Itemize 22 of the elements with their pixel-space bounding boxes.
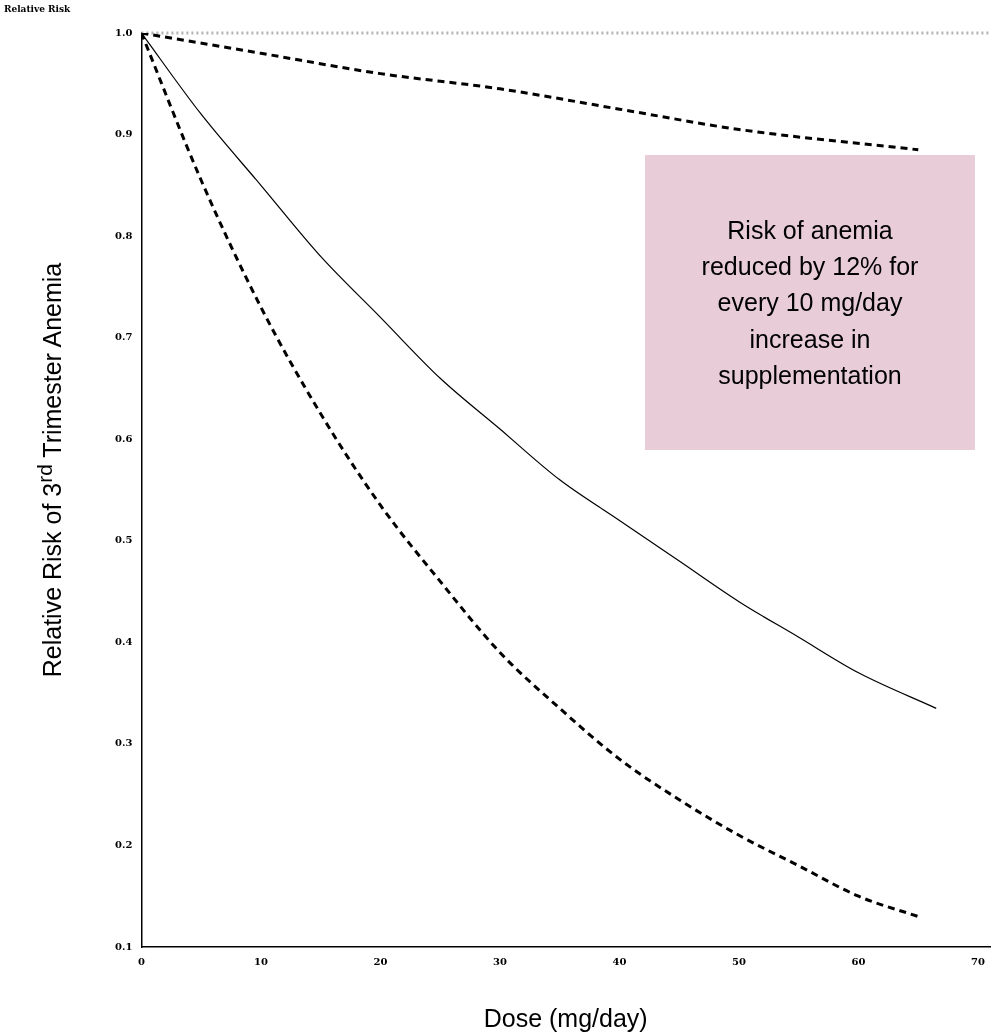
x-axis-title: Dose (mg/day): [483, 1003, 648, 1032]
y-tick-label: 0.3: [114, 737, 133, 749]
y-tick-label: 1.0: [114, 26, 133, 38]
x-tick-label: 70: [971, 955, 986, 967]
x-tick-label: 0: [137, 955, 145, 967]
x-tick-label: 50: [732, 955, 746, 967]
y-tick-label: 0.2: [114, 839, 133, 851]
y-tick-label: 0.4: [114, 635, 133, 647]
y-tick-label: 0.8: [114, 229, 133, 241]
x-tick-label: 10: [253, 955, 268, 967]
x-tick-label: 20: [373, 955, 388, 967]
y-tick-label: 0.6: [114, 432, 133, 444]
y-tick-label: 0.1: [114, 940, 133, 952]
x-tick-label: 60: [851, 955, 866, 967]
x-tick-label: 40: [612, 955, 627, 967]
annotation: Risk of anemia reduced by 12% for every 10 mg/day increase in supplementation: [700, 214, 920, 391]
y-tick-label: 0.5: [114, 534, 133, 546]
y-tick-label: 0.7: [114, 331, 133, 343]
text: Relative Risk: [4, 4, 71, 14]
y-tick-label: 0.9: [114, 128, 133, 140]
note-box: Risk of anemia reduced by 12% for every 10 mg/day increase in supplementation: [645, 155, 975, 450]
x-tick-label: 30: [493, 955, 507, 967]
